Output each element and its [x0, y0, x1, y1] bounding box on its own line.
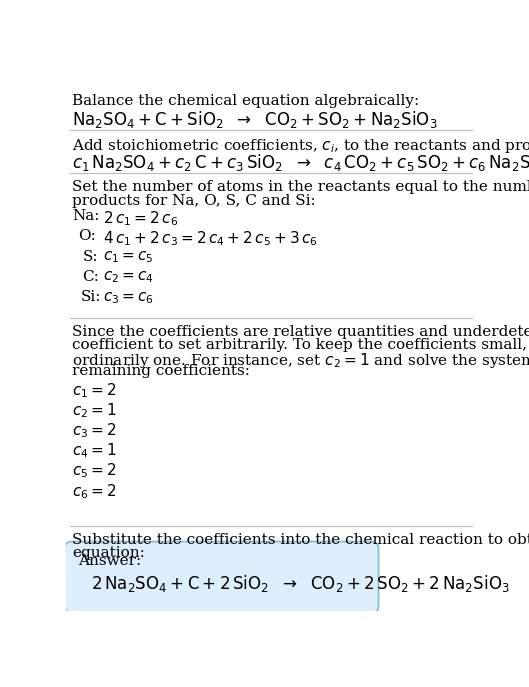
- Text: $c_6 = 2$: $c_6 = 2$: [72, 482, 117, 501]
- Text: $c_1\,\mathrm{Na_2SO_4} + c_2\,\mathrm{C} + c_3\,\mathrm{SiO_2}$  $\rightarrow$ : $c_1\,\mathrm{Na_2SO_4} + c_2\,\mathrm{C…: [72, 153, 529, 173]
- FancyBboxPatch shape: [65, 541, 379, 613]
- Text: equation:: equation:: [72, 546, 145, 560]
- Text: $4\,c_1 + 2\,c_3 = 2\,c_4 + 2\,c_5 + 3\,c_6$: $4\,c_1 + 2\,c_3 = 2\,c_4 + 2\,c_5 + 3\,…: [103, 229, 318, 248]
- Text: coefficient to set arbitrarily. To keep the coefficients small, the arbitrary va: coefficient to set arbitrarily. To keep …: [72, 338, 529, 352]
- Text: $c_3 = 2$: $c_3 = 2$: [72, 422, 117, 440]
- Text: Set the number of atoms in the reactants equal to the number of atoms in the: Set the number of atoms in the reactants…: [72, 180, 529, 194]
- Text: Si:: Si:: [80, 290, 101, 304]
- Text: Balance the chemical equation algebraically:: Balance the chemical equation algebraica…: [72, 94, 419, 108]
- Text: $c_4 = 1$: $c_4 = 1$: [72, 442, 117, 460]
- Text: Since the coefficients are relative quantities and underdetermined, choose a: Since the coefficients are relative quan…: [72, 325, 529, 339]
- Text: $c_3 = c_6$: $c_3 = c_6$: [103, 290, 154, 306]
- Text: $c_2 = c_4$: $c_2 = c_4$: [103, 270, 154, 285]
- Text: remaining coefficients:: remaining coefficients:: [72, 364, 250, 379]
- Text: Answer:: Answer:: [78, 554, 142, 568]
- Text: O:: O:: [78, 229, 96, 243]
- Text: $c_5 = 2$: $c_5 = 2$: [72, 462, 117, 480]
- Text: $c_2 = 1$: $c_2 = 1$: [72, 401, 117, 420]
- Text: $c_1 = 2$: $c_1 = 2$: [72, 381, 117, 400]
- Text: $c_1 = c_5$: $c_1 = c_5$: [103, 249, 153, 265]
- Text: Na:: Na:: [72, 210, 100, 223]
- Text: $\mathrm{Na_2SO_4 + C + SiO_2}$  $\rightarrow$  $\mathrm{CO_2 + SO_2 + Na_2SiO_3: $\mathrm{Na_2SO_4 + C + SiO_2}$ $\righta…: [72, 109, 438, 130]
- Text: Substitute the coefficients into the chemical reaction to obtain the balanced: Substitute the coefficients into the che…: [72, 532, 529, 547]
- Text: Add stoichiometric coefficients, $c_i$, to the reactants and products:: Add stoichiometric coefficients, $c_i$, …: [72, 137, 529, 155]
- Text: products for Na, O, S, C and Si:: products for Na, O, S, C and Si:: [72, 194, 316, 207]
- Text: ordinarily one. For instance, set $c_2 = 1$ and solve the system of equations fo: ordinarily one. For instance, set $c_2 =…: [72, 351, 529, 370]
- Text: C:: C:: [83, 270, 99, 284]
- Text: S:: S:: [83, 249, 98, 264]
- Text: $2\,\mathrm{Na_2SO_4} + \mathrm{C} + 2\,\mathrm{SiO_2}$  $\rightarrow$  $\mathrm: $2\,\mathrm{Na_2SO_4} + \mathrm{C} + 2\,…: [91, 574, 509, 594]
- Text: $2\,c_1 = 2\,c_6$: $2\,c_1 = 2\,c_6$: [103, 210, 178, 228]
